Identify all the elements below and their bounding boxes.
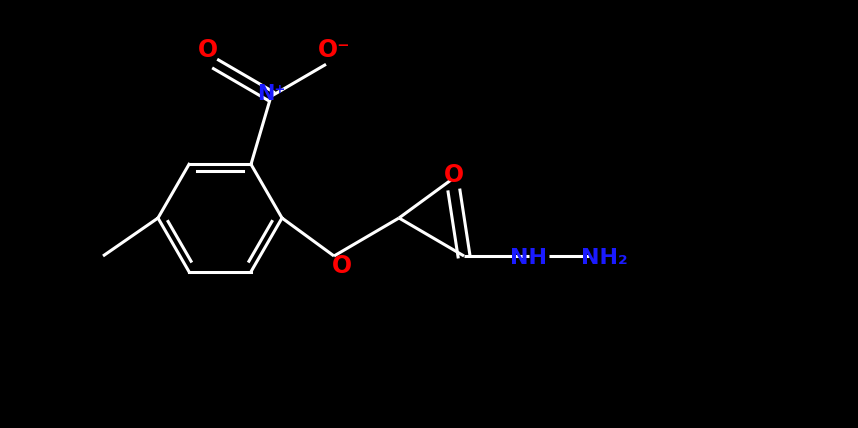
Text: O: O — [198, 39, 218, 62]
Text: O: O — [444, 163, 464, 187]
Text: NH: NH — [511, 248, 547, 268]
Text: NH₂: NH₂ — [581, 248, 627, 268]
Text: N⁺: N⁺ — [257, 84, 285, 104]
Text: O: O — [332, 254, 352, 278]
Text: O⁻: O⁻ — [317, 39, 350, 62]
